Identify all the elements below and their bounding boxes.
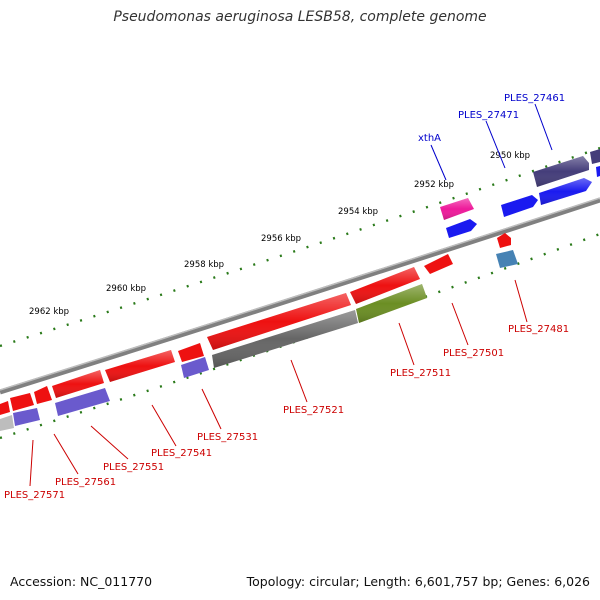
topology-label: Topology: circular; Length: 6,601,757 bp… — [246, 574, 590, 589]
leader-ples-27511 — [398, 322, 415, 366]
leader-ples-27541 — [151, 404, 177, 447]
gene-grey-long-shade — [212, 310, 358, 368]
gene-label-ples-27521[interactable]: PLES_27521 — [283, 405, 344, 416]
gene-blue-edge[interactable] — [596, 166, 600, 177]
gene-purple[interactable] — [181, 357, 209, 378]
scale-label: 2960 kbp — [106, 284, 146, 294]
scale-label: 2954 kbp — [338, 207, 378, 217]
accession-label: Accession: NC_011770 — [10, 574, 153, 589]
gene-blue[interactable] — [501, 195, 538, 217]
gene-purple-small[interactable] — [13, 408, 40, 426]
scale-label: 2958 kbp — [184, 260, 224, 270]
gene-olive-shade — [356, 284, 427, 323]
gene-label-ples-27531[interactable]: PLES_27531 — [197, 432, 258, 443]
gene-label-ples-27481[interactable]: PLES_27481 — [508, 324, 569, 335]
gene-silver-edge[interactable] — [0, 415, 14, 431]
gene-label-ples-27561[interactable]: PLES_27561 — [55, 477, 116, 488]
scale-label: 2962 kbp — [29, 307, 69, 317]
gene-label-ples-27551[interactable]: PLES_27551 — [103, 462, 164, 473]
gene-ples-27571[interactable] — [10, 393, 34, 411]
gene-label-ples-27511[interactable]: PLES_27511 — [390, 368, 451, 379]
gene-ples-27541-shade — [105, 350, 175, 382]
gene-label-ples-27471[interactable]: PLES_27471 — [458, 110, 519, 121]
leader-ples-27561 — [53, 433, 79, 475]
gene-red-edge[interactable] — [0, 401, 10, 415]
leader-xtha — [430, 144, 447, 181]
gene-label-ples-27571[interactable]: PLES_27571 — [4, 490, 65, 501]
gene-ples-27511-shade — [350, 267, 420, 304]
gene-ples-27461-shade — [533, 156, 589, 187]
gene-label-ples-27501[interactable]: PLES_27501 — [443, 348, 504, 359]
label-leaders — [29, 103, 553, 487]
genome-backbone-highlight — [0, 197, 600, 391]
gene-ples-27501[interactable] — [424, 254, 453, 274]
scale-labels: 2950 kbp 2952 kbp 2954 kbp 2956 kbp 2958… — [29, 151, 530, 317]
scale-label: 2950 kbp — [490, 151, 530, 161]
gene-blue-small[interactable] — [446, 219, 477, 238]
scale-label: 2956 kbp — [261, 234, 301, 244]
leader-ples-27461 — [534, 103, 553, 151]
gene-ples-27531[interactable] — [178, 343, 204, 362]
genome-title: Pseudomonas aeruginosa LESB58, complete … — [113, 9, 487, 25]
gene-label-xtha[interactable]: xthA — [418, 133, 441, 144]
gene-label-ples-27461[interactable]: PLES_27461 — [504, 93, 565, 104]
gene-ples-27471-shade — [539, 178, 592, 205]
gene-ples-27551-shade — [52, 370, 104, 398]
leader-ples-27481 — [514, 279, 528, 323]
genome-backbone — [0, 197, 600, 395]
reverse-genes — [0, 233, 518, 431]
gene-label-ples-27541[interactable]: PLES_27541 — [151, 448, 212, 459]
gene-ples-27481[interactable] — [497, 233, 511, 248]
gene-steel[interactable] — [496, 250, 518, 268]
leader-ples-27551 — [90, 425, 129, 460]
gene-ples-27561[interactable] — [34, 386, 52, 404]
leader-ples-27521 — [290, 359, 308, 403]
gene-ples-27521-shade — [207, 293, 351, 350]
leader-ples-27501 — [451, 302, 469, 346]
forward-genes — [440, 149, 600, 238]
leader-ples-27531 — [201, 388, 222, 430]
scale-label: 2952 kbp — [414, 180, 454, 190]
gene-purple-long[interactable] — [55, 388, 110, 416]
leader-ples-27571 — [29, 439, 34, 487]
gene-xtha-shade — [440, 198, 474, 220]
gene-labels: PLES_27461 PLES_27471 xthA PLES_27481 PL… — [4, 93, 569, 501]
leader-ples-27471 — [485, 120, 506, 169]
gene-navy-edge[interactable] — [590, 149, 600, 164]
